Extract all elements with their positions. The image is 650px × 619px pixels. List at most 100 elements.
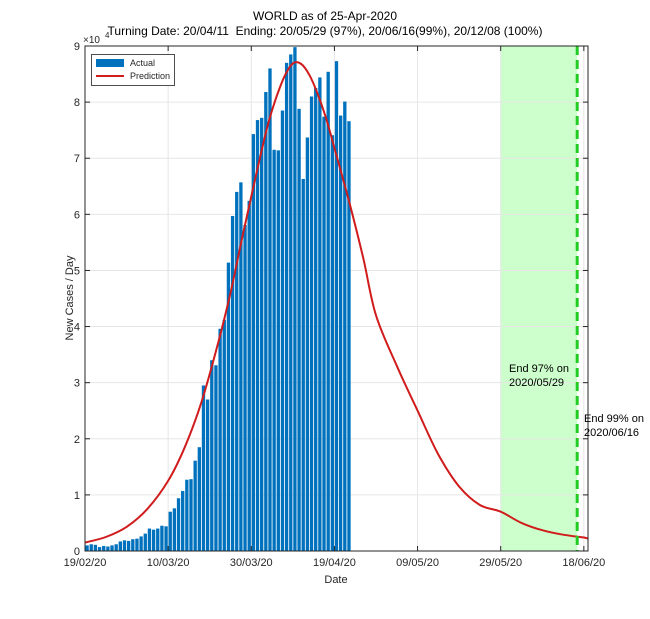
- bar-actual: [318, 77, 322, 551]
- legend: Actual Prediction: [91, 54, 175, 86]
- y-tick-label: 9: [74, 41, 80, 53]
- bar-actual: [97, 547, 102, 551]
- axes-group: [84, 45, 589, 552]
- bar-actual: [343, 101, 347, 552]
- bar-actual: [276, 150, 280, 551]
- bar-actual: [268, 68, 272, 551]
- bar-actual: [289, 54, 293, 552]
- bar-actual: [197, 447, 201, 551]
- legend-label-prediction: Prediction: [130, 71, 171, 81]
- ticks-group: 0 1 2 3 4 5 6 7 8 9 19/02/20 10/03/20 30/03/20 19/04/…: [64, 31, 606, 569]
- bar-actual: [193, 460, 197, 551]
- shaded-ending-region: [500, 46, 578, 551]
- bar-actual: [235, 191, 239, 551]
- legend-swatch-actual: [96, 59, 124, 67]
- y-axis-multiplier: ×10: [83, 35, 100, 46]
- bar-actual: [106, 546, 110, 551]
- annotation-end-99-line1: End 99% on: [584, 413, 644, 425]
- bar-actual: [89, 544, 93, 551]
- x-tick-label: 19/02/20: [64, 557, 107, 569]
- bar-actual: [247, 200, 251, 551]
- bar-actual: [251, 134, 256, 551]
- bar-actual: [143, 533, 147, 551]
- y-tick-label: 2: [74, 434, 80, 446]
- x-tick-label: 09/05/20: [396, 557, 439, 569]
- annotation-end-97-line2: 2020/05/29: [509, 377, 565, 389]
- x-tick-label: 10/03/20: [147, 557, 190, 569]
- legend-item-prediction: Prediction: [92, 70, 174, 83]
- bar-actual: [334, 61, 339, 552]
- y-tick-label: 4: [74, 322, 80, 334]
- bar-actual: [272, 149, 276, 552]
- bar-actual: [326, 71, 330, 552]
- y-tick-label: 7: [74, 153, 80, 165]
- bar-actual: [264, 92, 268, 551]
- bar-actual: [172, 508, 177, 551]
- x-axis-title: Date: [324, 574, 348, 586]
- bar-actual: [305, 137, 310, 551]
- bar-actual: [222, 319, 226, 551]
- bar-actual: [110, 545, 114, 551]
- bar-actual: [160, 525, 164, 551]
- bars-group: [85, 47, 351, 552]
- legend-item-actual: Actual: [92, 57, 174, 70]
- bar-actual: [309, 96, 314, 551]
- bar-actual: [85, 545, 89, 551]
- bar-actual: [168, 511, 172, 551]
- bar-actual: [255, 120, 260, 552]
- bar-actual: [205, 399, 210, 551]
- plot-frame: [84, 45, 589, 552]
- legend-label-actual: Actual: [130, 58, 156, 68]
- annotation-end-99-line2: 2020/06/16: [584, 427, 640, 439]
- bar-actual: [102, 545, 106, 551]
- x-tick-label: 30/03/20: [230, 557, 273, 569]
- bar-actual: [131, 539, 135, 551]
- y-tick-label: 1: [74, 490, 80, 502]
- bar-actual: [301, 178, 305, 551]
- prediction-group: [84, 61, 589, 544]
- bar-actual: [135, 538, 139, 551]
- annotation-end-97: End 97% on 2020/05/29: [509, 362, 569, 390]
- y-tick-label: 6: [74, 209, 80, 221]
- bar-actual: [230, 216, 235, 551]
- bar-actual: [284, 62, 289, 551]
- y-axis-multiplier-exponent: 4: [105, 31, 110, 40]
- bar-actual: [114, 544, 118, 551]
- bar-actual: [322, 116, 326, 551]
- x-tick-label: 19/04/20: [313, 557, 356, 569]
- bar-actual: [181, 490, 185, 551]
- x-tick-label: 29/05/20: [479, 557, 522, 569]
- bar-actual: [156, 528, 160, 551]
- bar-actual: [226, 262, 231, 551]
- bar-actual: [214, 365, 218, 551]
- bar-actual: [118, 541, 122, 551]
- annotation-end-97-line1: End 97% on: [509, 363, 569, 375]
- bar-actual: [347, 121, 351, 551]
- y-axis-title: New Cases / Day: [64, 255, 76, 341]
- y-tick-label: 5: [74, 265, 80, 277]
- bar-actual: [122, 540, 127, 551]
- bar-actual: [185, 479, 189, 551]
- bar-actual: [314, 88, 318, 551]
- bar-actual: [93, 544, 98, 551]
- bar-actual: [260, 117, 264, 552]
- bar-actual: [338, 115, 343, 552]
- bar-actual: [164, 526, 168, 551]
- annotation-end-99: End 99% on 2020/06/16: [584, 412, 644, 440]
- chart-title: WORLD as of 25-Apr-2020: [252, 9, 398, 23]
- bar-actual: [218, 328, 222, 551]
- bar-actual: [330, 135, 335, 551]
- prediction-line: [84, 61, 589, 544]
- shaded-region-group: [500, 46, 578, 551]
- bar-actual: [151, 529, 156, 551]
- bar-actual: [293, 47, 297, 551]
- bar-actual: [239, 182, 243, 551]
- bar-actual: [201, 385, 206, 551]
- bar-actual: [176, 498, 181, 551]
- bar-actual: [280, 110, 285, 552]
- bar-actual: [189, 479, 193, 551]
- y-tick-label: 0: [74, 546, 80, 558]
- legend-swatch-prediction: [96, 75, 124, 77]
- bar-actual: [139, 536, 143, 551]
- chart-subtitle: Turning Date: 20/04/11 Ending: 20/05/29 …: [107, 24, 543, 38]
